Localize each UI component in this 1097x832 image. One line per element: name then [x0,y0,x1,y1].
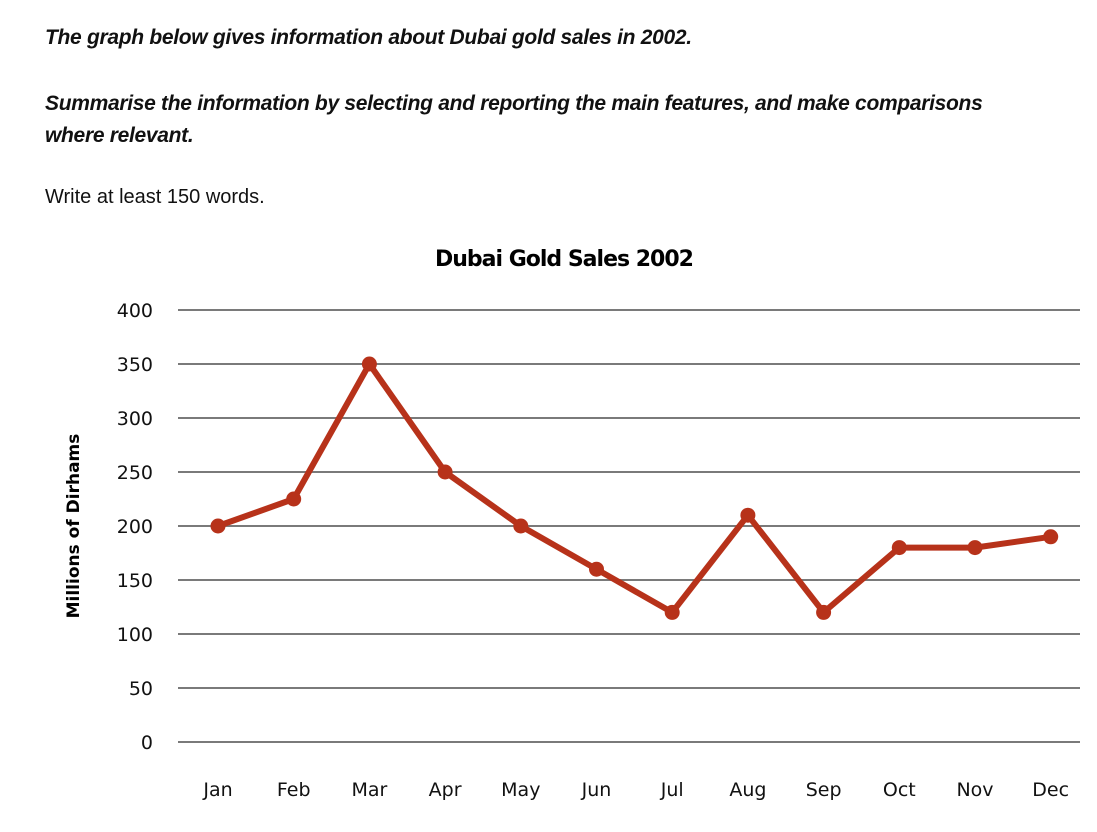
x-tick-label: Jul [660,779,684,801]
x-tick-label: May [501,779,540,801]
gridlines [178,309,1080,743]
x-tick-label: Aug [729,779,766,801]
data-point-oct [891,540,907,556]
x-tick-label: Feb [277,779,311,801]
data-point-jun [589,561,604,577]
data-point-mar [361,356,377,372]
y-tick-label: 350 [117,354,153,376]
x-tick-label: Sep [806,779,842,801]
x-tick-label: Apr [429,779,462,801]
data-point-jan [210,518,226,534]
x-tick-label: Oct [883,779,916,801]
data-point-jul [664,604,680,620]
task-prompt-intro: The graph below gives information about … [45,26,692,49]
task-prompt-instructions: Summarise the information by selecting a… [45,92,983,147]
data-point-aug [740,507,756,523]
y-tick-label: 400 [117,300,153,322]
x-tick-label: Jan [202,779,232,801]
data-point-nov [967,540,983,556]
x-tick-label: Jun [581,779,612,801]
y-tick-label: 100 [117,624,153,646]
x-tick-labels: Jan Feb Mar Apr May Jun Jul Aug Sep Oct Nov Dec [202,779,1069,801]
y-tick-label: 50 [129,678,153,700]
chart-title: Dubai Gold Sales 2002 [435,247,693,272]
y-tick-label: 200 [117,516,153,538]
y-tick-label: 250 [117,462,153,484]
data-point-dec [1043,529,1059,545]
data-point-sep [816,604,832,620]
x-tick-label: Mar [351,779,387,801]
task-word-count: Write at least 150 words. [45,186,265,208]
y-axis-label: Millions of Dirhams [64,434,84,619]
y-tick-labels: 0 50 100 150 200 250 300 350 400 [117,300,153,754]
y-tick-label: 0 [141,732,153,754]
data-point-feb [286,491,302,507]
y-tick-label: 150 [117,570,153,592]
x-tick-label: Nov [956,779,993,801]
data-point-may [513,518,529,534]
data-point-apr [437,464,453,480]
series-line [215,361,1054,616]
y-tick-label: 300 [117,408,153,430]
x-tick-label: Dec [1032,779,1069,801]
series-gold-sales [210,356,1059,620]
